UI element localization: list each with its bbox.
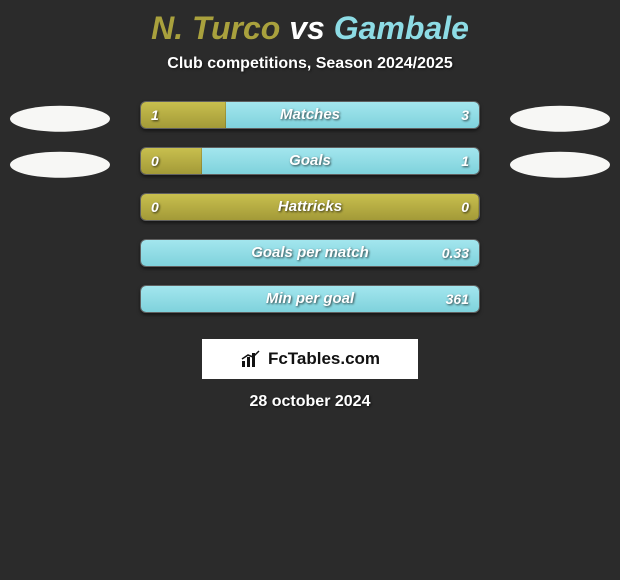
brand-chart-icon — [240, 349, 262, 369]
stat-label: Goals — [141, 148, 479, 174]
stat-label: Goals per match — [141, 240, 479, 266]
player2-badge — [510, 152, 610, 178]
brand-text: FcTables.com — [268, 349, 380, 369]
stat-rows-container: 13Matches 01Goals 00Hattricks 0.33Goals per… — [0, 101, 620, 331]
stat-bar: 361Min per goal — [140, 285, 480, 313]
brand-badge: FcTables.com — [202, 339, 418, 379]
date-text: 28 october 2024 — [0, 393, 620, 411]
stat-row: 13Matches — [0, 101, 620, 147]
stat-label: Matches — [141, 102, 479, 128]
player2-badge — [510, 106, 610, 132]
player1-badge — [10, 106, 110, 132]
stat-bar: 13Matches — [140, 101, 480, 129]
stat-row: 00Hattricks — [0, 193, 620, 239]
subtitle: Club competitions, Season 2024/2025 — [0, 55, 620, 73]
player2-name: Gambale — [334, 10, 469, 46]
stat-row: 01Goals — [0, 147, 620, 193]
stat-bar: 00Hattricks — [140, 193, 480, 221]
stat-bar: 0.33Goals per match — [140, 239, 480, 267]
stat-label: Min per goal — [141, 286, 479, 312]
player1-name: N. Turco — [151, 10, 280, 46]
stat-row: 0.33Goals per match — [0, 239, 620, 285]
stat-bar: 01Goals — [140, 147, 480, 175]
vs-text: vs — [289, 10, 325, 46]
stat-row: 361Min per goal — [0, 285, 620, 331]
stat-label: Hattricks — [141, 194, 479, 220]
comparison-title: N. Turco vs Gambale — [0, 0, 620, 55]
player1-badge — [10, 152, 110, 178]
